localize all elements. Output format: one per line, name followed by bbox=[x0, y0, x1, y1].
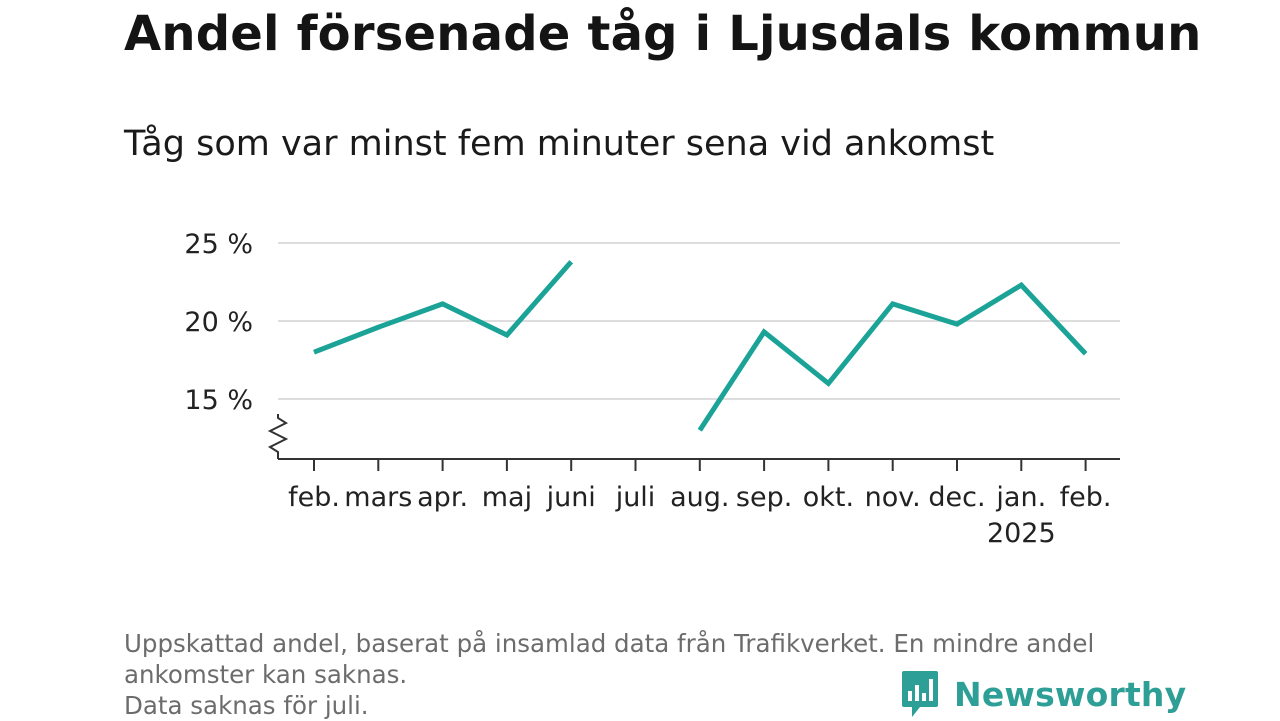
chart-title: Andel försenade tåg i Ljusdals kommun bbox=[124, 6, 1202, 62]
x-tick-label: dec. bbox=[928, 482, 985, 513]
x-tick-label: jan. bbox=[995, 482, 1046, 513]
x-tick-label: apr. bbox=[417, 482, 468, 513]
x-tick-label: feb. bbox=[1060, 482, 1112, 513]
brand-logo: Newsworthy bbox=[900, 668, 1186, 720]
x-tick-label: juli bbox=[615, 482, 656, 513]
bar-chart-speech-bubble-icon bbox=[902, 671, 938, 717]
line-chart: 15 %20 %25 %feb. mars apr. maj juni juli aug. s… bbox=[184, 229, 1120, 549]
x-tick-label: nov. bbox=[865, 482, 921, 513]
x-tick-label: feb. bbox=[288, 482, 340, 513]
footnote: Uppskattad andel, baserat på insamlad da… bbox=[124, 628, 1184, 721]
y-tick-label: 20 % bbox=[184, 307, 253, 338]
x-tick-label: sep. bbox=[736, 482, 792, 513]
zigzag-axis-break-icon bbox=[267, 414, 289, 459]
series-line bbox=[697, 281, 1088, 432]
x-tick-label: maj bbox=[482, 482, 532, 513]
y-tick-label: 25 % bbox=[184, 229, 253, 260]
x-tick-label: okt. bbox=[803, 482, 854, 513]
chart-subtitle: Tåg som var minst fem minuter sena vid a… bbox=[124, 124, 995, 164]
series-line bbox=[313, 260, 574, 355]
brand-name: Newsworthy bbox=[954, 674, 1187, 714]
x-tick-label: mars bbox=[344, 482, 412, 513]
x-year-label: 2025 bbox=[987, 518, 1056, 549]
footnote-line: Data saknas för juli. bbox=[124, 691, 369, 720]
y-tick-label: 15 % bbox=[184, 385, 253, 416]
footnote-line: ankomster kan saknas. bbox=[124, 660, 408, 689]
x-tick-label: juni bbox=[546, 482, 596, 513]
x-tick-label: aug. bbox=[670, 482, 729, 513]
footnote-line: Uppskattad andel, baserat på insamlad da… bbox=[124, 629, 1095, 658]
